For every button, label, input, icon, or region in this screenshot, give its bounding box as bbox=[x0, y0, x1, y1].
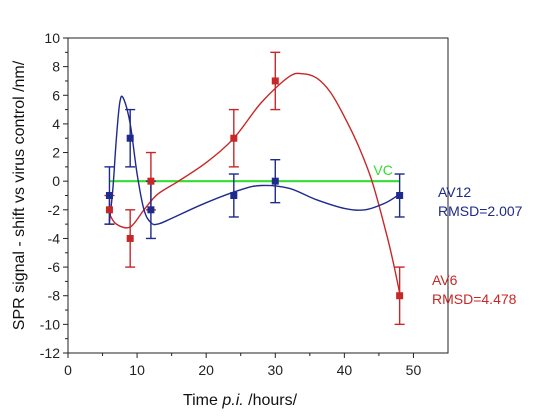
av6-label: AV6 bbox=[432, 272, 458, 288]
y-tick-label: -12 bbox=[40, 345, 60, 361]
y-tick-label: 10 bbox=[44, 30, 60, 46]
av6-data-point bbox=[147, 177, 155, 185]
av12-data-point bbox=[126, 134, 134, 142]
av6-rmsd-label: RMSD=4.478 bbox=[432, 291, 517, 307]
series: VC AV12 RMSD=2.007 AV6 RMSD=4.478 bbox=[104, 51, 523, 326]
av12-data-point bbox=[105, 192, 113, 199]
x-axis-label-post: /hours/ bbox=[248, 392, 297, 409]
x-axis-label-pre: Time bbox=[183, 392, 222, 409]
av12-data-point bbox=[396, 192, 404, 199]
labels: SPR signal - shift vs virus control /nm/… bbox=[11, 60, 298, 409]
av12-data-point bbox=[271, 177, 279, 185]
av12-data-point bbox=[147, 206, 155, 214]
y-tick-label: -10 bbox=[40, 316, 60, 332]
y-axis-label: SPR signal - shift vs virus control /nm/ bbox=[11, 60, 28, 330]
av12-rmsd-label: RMSD=2.007 bbox=[438, 203, 523, 219]
plot-frame bbox=[67, 37, 449, 354]
x-tick-label: 0 bbox=[64, 362, 72, 378]
axes bbox=[67, 37, 449, 354]
y-tick-label: -8 bbox=[48, 288, 61, 304]
av6-data-point bbox=[126, 234, 134, 242]
av6-data-point bbox=[396, 292, 404, 300]
x-tick-label: 30 bbox=[267, 362, 283, 378]
y-tick-label: 2 bbox=[52, 145, 60, 161]
y-tick-label: 0 bbox=[52, 173, 60, 189]
y-tick-label: 8 bbox=[52, 59, 60, 75]
x-axis-label: Time p.i. /hours/ bbox=[183, 392, 298, 409]
x-axis-label-em: p.i. bbox=[221, 392, 243, 409]
y-tick-label: -6 bbox=[48, 259, 61, 275]
av12-data-point bbox=[230, 192, 238, 199]
x-tick-label: 20 bbox=[198, 362, 214, 378]
av12-label: AV12 bbox=[438, 184, 471, 200]
x-tick-label: 10 bbox=[129, 362, 145, 378]
y-tick-label: -2 bbox=[48, 202, 61, 218]
vc-label: VC bbox=[373, 162, 392, 178]
y-tick-label: 4 bbox=[52, 116, 60, 132]
av6-data-point bbox=[230, 134, 238, 142]
x-tick-label: 50 bbox=[406, 362, 422, 378]
av6-data-point bbox=[105, 206, 113, 214]
x-tick-label: 40 bbox=[337, 362, 353, 378]
y-tick-label: -4 bbox=[48, 230, 61, 246]
ticks: 0 10 20 30 40 50 -12 -10 -8 -6 -4 -2 0 2 4 6 8 10 bbox=[40, 30, 422, 378]
y-tick-label: 6 bbox=[52, 87, 60, 103]
av6-data-point bbox=[271, 77, 279, 85]
av12-fit-curve bbox=[108, 95, 400, 226]
